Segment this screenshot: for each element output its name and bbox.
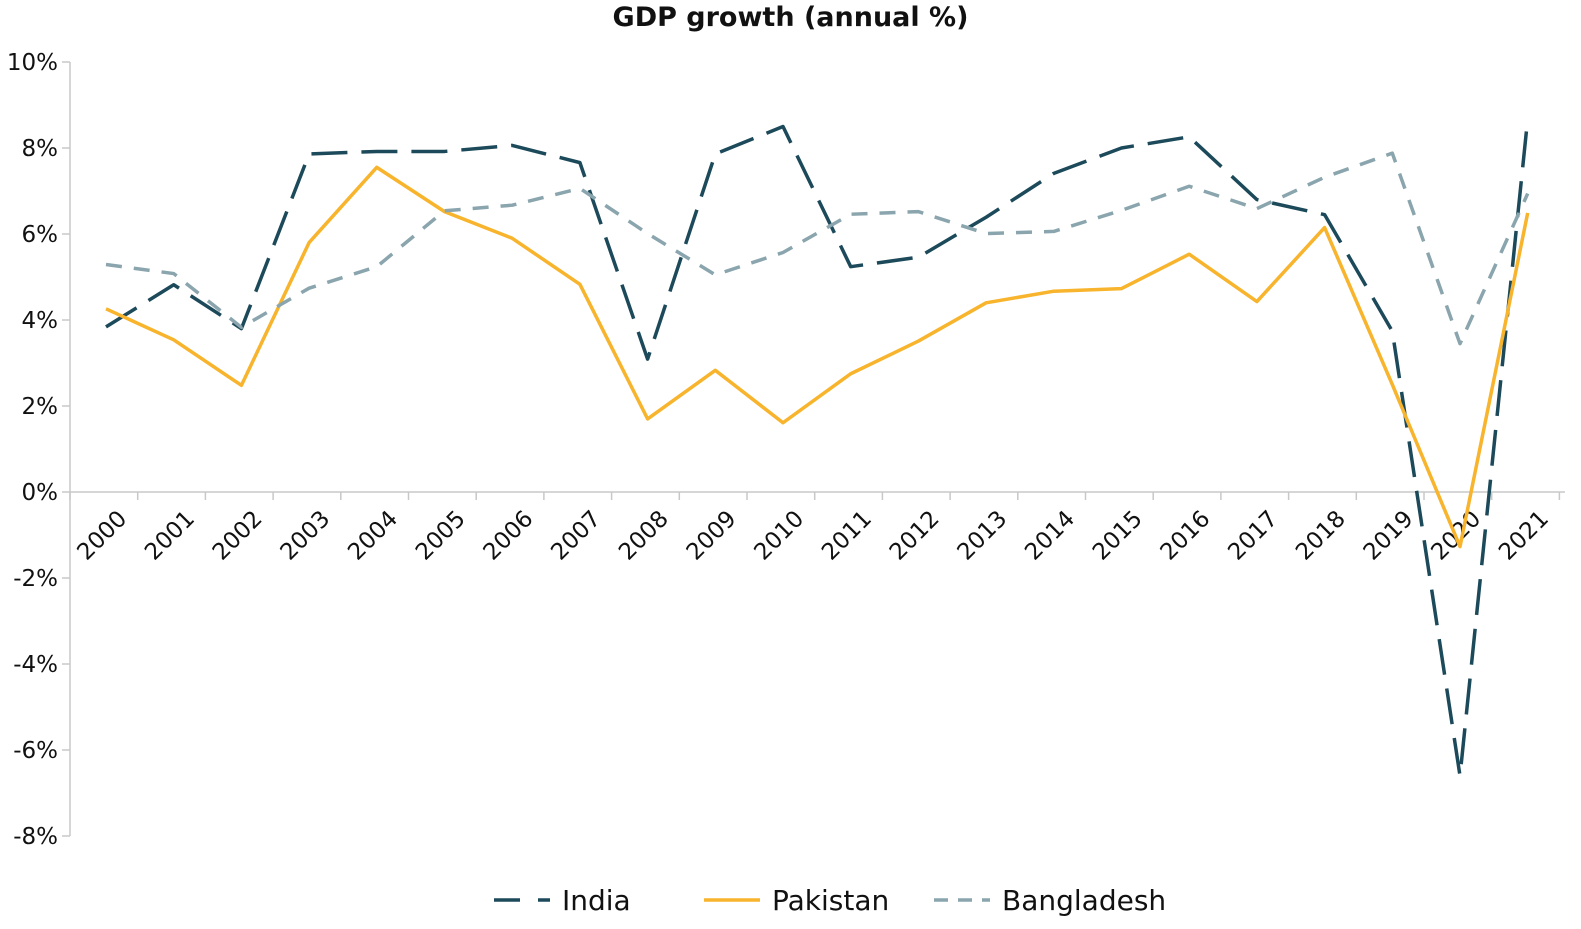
x-tick-label: 2017 (1223, 506, 1283, 566)
x-tick-label: 2002 (208, 506, 268, 566)
y-tick-label: -6% (13, 738, 58, 764)
legend-item-pakistan: Pakistan (704, 884, 889, 917)
chart-axes: -8%-6%-4%-2%0%2%4%6%8%10%2000 2001 2002 200… (7, 50, 1565, 850)
y-tick-label: -8% (13, 824, 58, 850)
x-tick-label: 2005 (411, 506, 471, 566)
series-line-pakistan (105, 165, 1530, 549)
legend-label: India (562, 884, 631, 917)
x-tick-label: 2009 (682, 506, 742, 566)
plot-area (105, 118, 1530, 778)
x-tick-label: 2019 (1359, 506, 1419, 566)
x-tick-label: 2016 (1156, 506, 1216, 566)
y-tick-label: -4% (13, 652, 58, 678)
x-tick-label: 2011 (817, 506, 877, 566)
x-tick-label: 2000 (72, 506, 132, 566)
y-tick-label: 4% (22, 308, 59, 334)
x-tick-label: 2010 (749, 506, 809, 566)
legend-item-bangladesh: Bangladesh (934, 884, 1166, 917)
x-tick-label: 2013 (953, 506, 1013, 566)
x-tick-label: 2004 (343, 506, 403, 566)
series-line-india (105, 118, 1530, 778)
x-tick-label: 2018 (1291, 506, 1351, 566)
y-tick-label: 6% (22, 222, 59, 248)
legend-label: Pakistan (772, 884, 889, 917)
y-tick-label: 2% (22, 394, 59, 420)
x-tick-label: 2001 (140, 506, 200, 566)
x-tick-label: 2003 (276, 506, 336, 566)
series-line-bangladesh (105, 151, 1530, 346)
chart-title: GDP growth (annual %) (612, 2, 969, 33)
y-tick-label: -2% (13, 566, 58, 592)
x-tick-label: 2012 (885, 506, 945, 566)
legend-label: Bangladesh (1002, 884, 1166, 917)
y-tick-label: 10% (7, 50, 58, 76)
x-tick-label: 2006 (479, 506, 539, 566)
x-tick-label: 2008 (614, 506, 674, 566)
x-tick-label: 2007 (546, 506, 606, 566)
chart-legend: India Pakistan Bangladesh (494, 884, 1166, 917)
y-tick-label: 8% (22, 136, 59, 162)
legend-item-india: India (494, 884, 631, 917)
y-tick-label: 0% (22, 480, 59, 506)
x-tick-label: 2014 (1020, 506, 1080, 566)
x-tick-label: 2021 (1494, 506, 1554, 566)
x-tick-label: 2015 (1088, 506, 1148, 566)
